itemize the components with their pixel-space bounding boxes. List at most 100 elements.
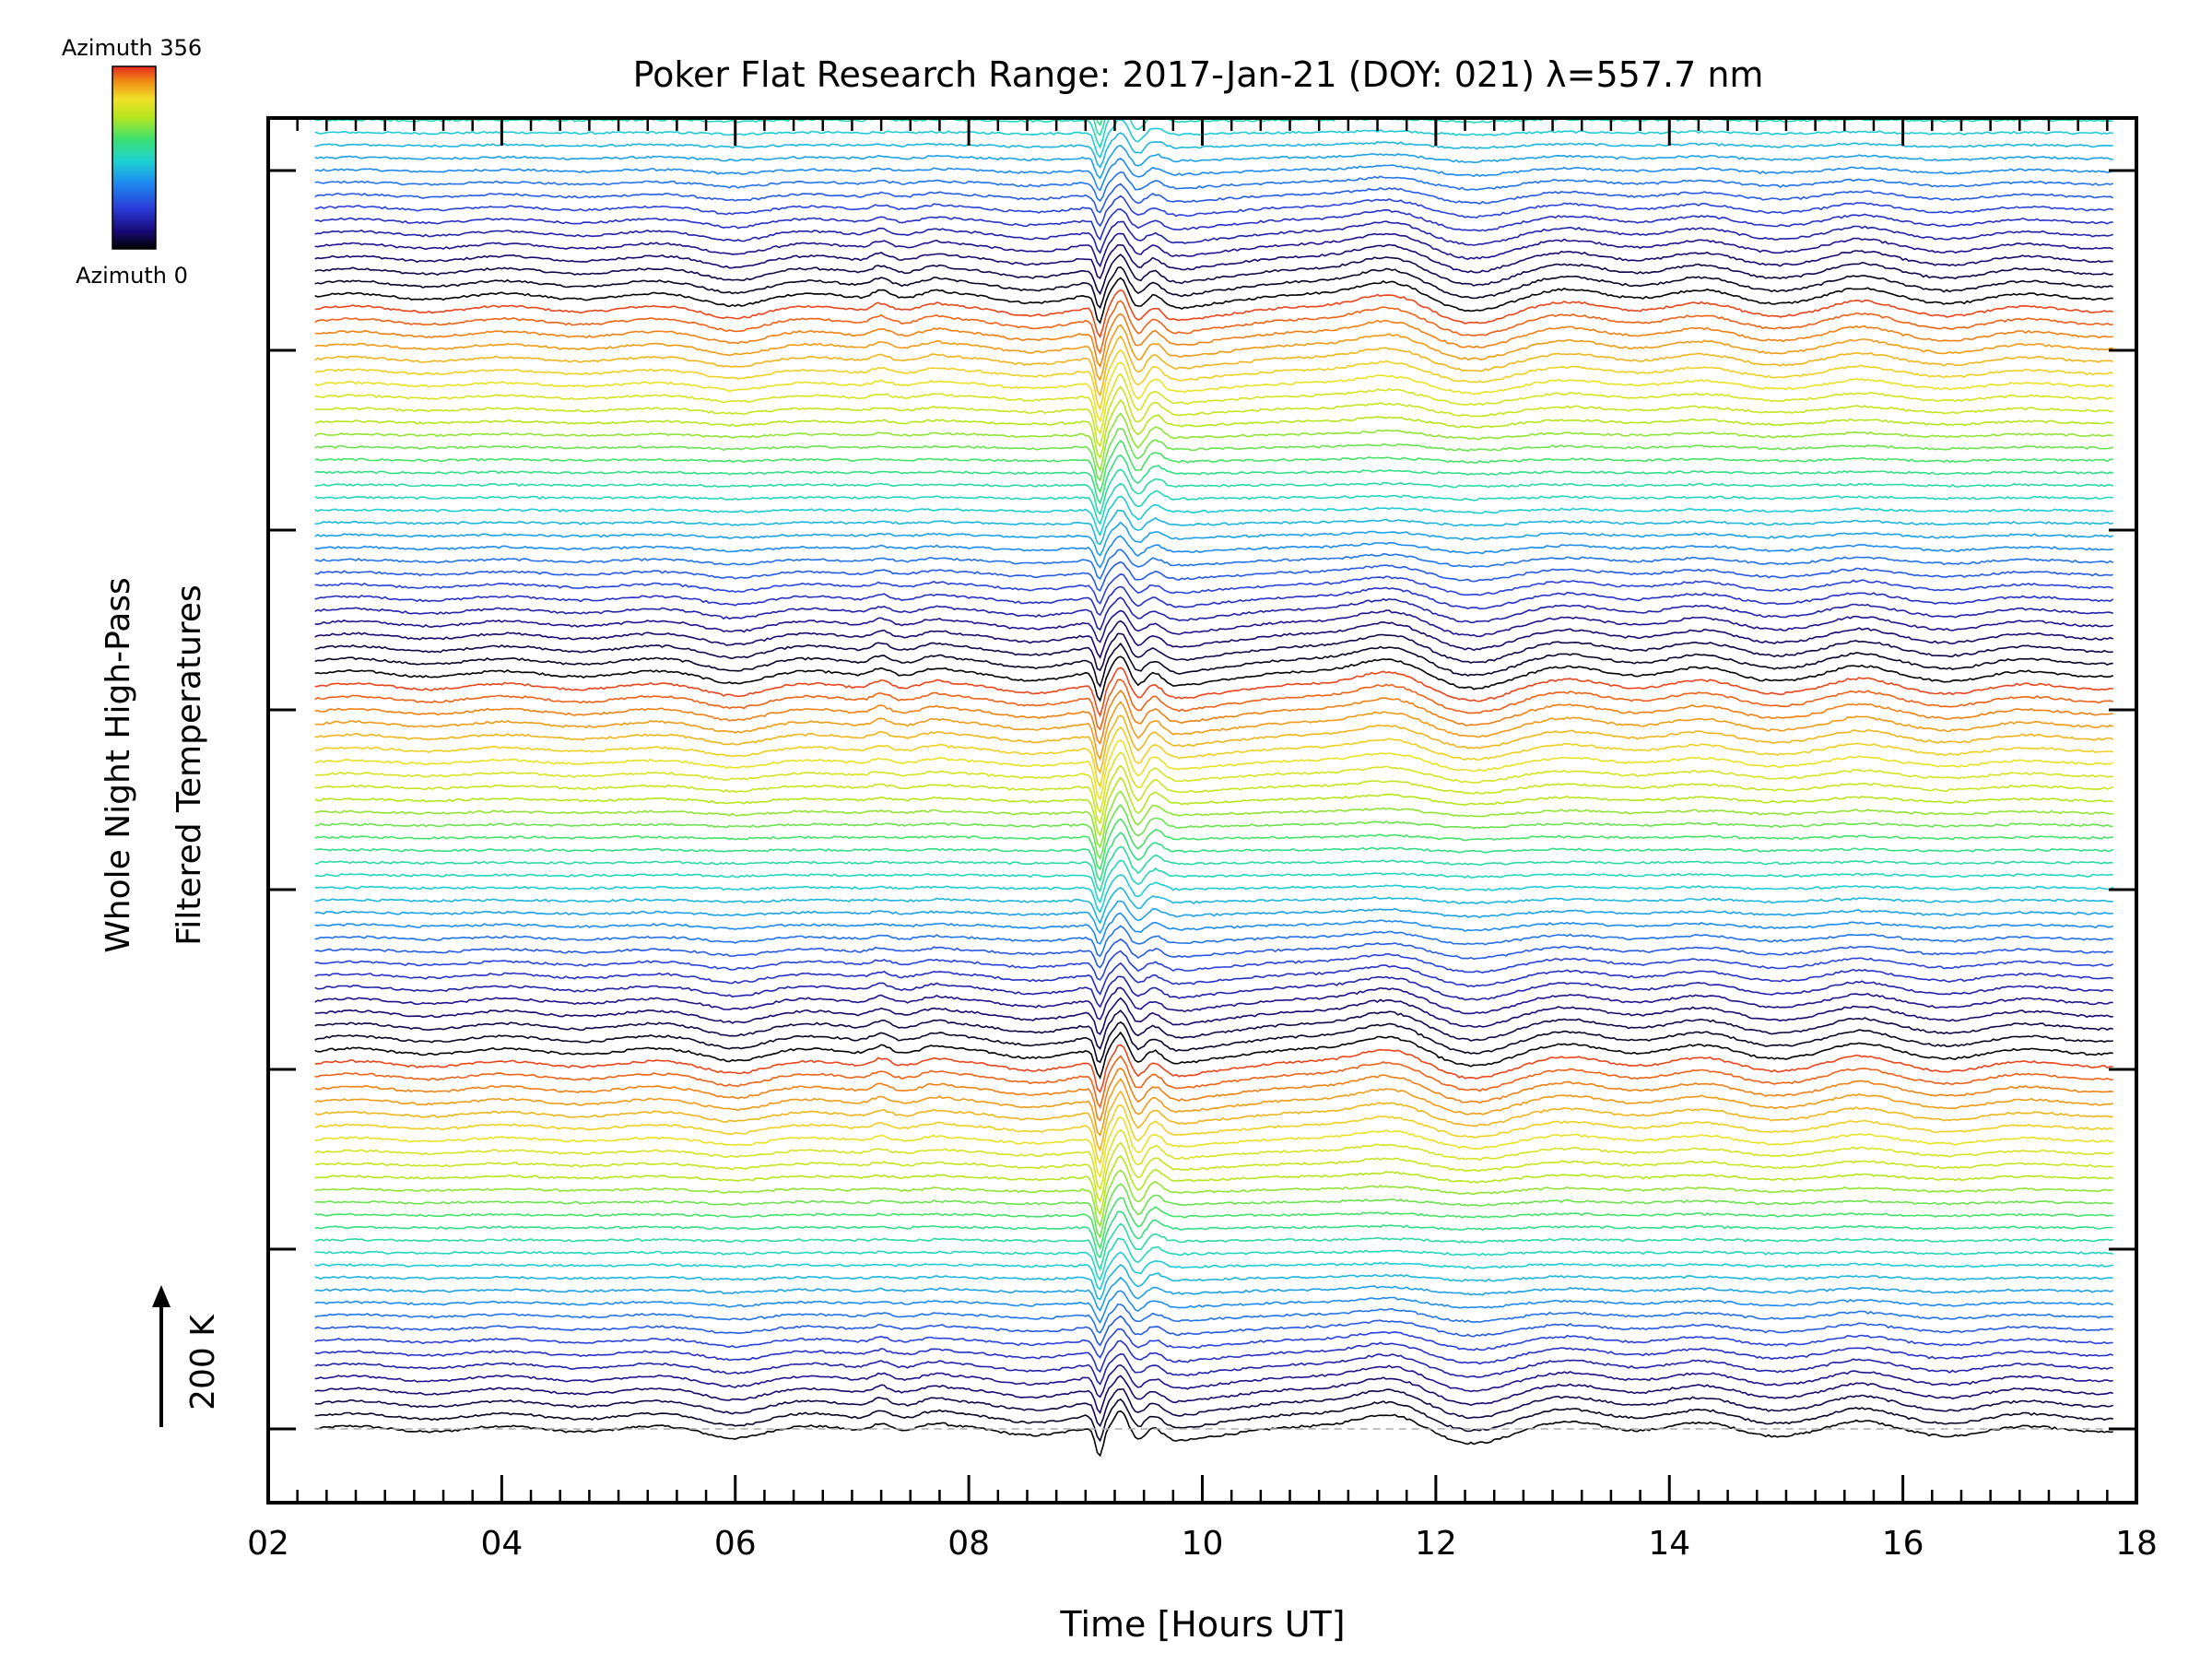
- trace-line: [314, 535, 2113, 569]
- trace-line: [314, 561, 2113, 592]
- trace-line: [314, 975, 2113, 1009]
- trace-line: [314, 439, 2113, 494]
- trace-group: [314, 0, 2114, 1457]
- trace-line: [314, 1315, 2113, 1347]
- trace-line: [314, 997, 2113, 1035]
- trace-line: [314, 1264, 2113, 1301]
- y-axis-label-line1: Whole Night High-Pass: [100, 577, 137, 953]
- trace-line: [314, 845, 2113, 893]
- trace-line: [314, 144, 2113, 180]
- trace-line: [314, 726, 2113, 789]
- trace-line: [314, 1169, 2113, 1229]
- trace-line: [314, 509, 2113, 546]
- trace-line: [314, 289, 2113, 339]
- trace-line: [314, 521, 2114, 557]
- trace-line: [314, 232, 2114, 268]
- trace-line: [314, 254, 2113, 296]
- trace-line: [314, 701, 2114, 761]
- trace-line: [314, 818, 2113, 871]
- trace-line: [314, 938, 2113, 969]
- trace-line: [314, 925, 2113, 958]
- trace-line: [314, 361, 2114, 423]
- chart-title: Poker Flat Research Range: 2017-Jan-21 (…: [633, 54, 1764, 95]
- x-tick-label: 08: [947, 1525, 990, 1563]
- trace-line: [314, 372, 2113, 436]
- x-tick-label: 12: [1415, 1525, 1457, 1563]
- x-tick-label: 14: [1648, 1525, 1690, 1563]
- y-axis-ticks: [268, 169, 2136, 1431]
- trace-line: [314, 632, 2113, 672]
- trace-line: [314, 454, 2114, 505]
- colorbar-top-label: Azimuth 356: [62, 35, 202, 61]
- trace-line: [314, 803, 2113, 861]
- trace-line: [314, 220, 2113, 254]
- trace-line: [314, 596, 2113, 631]
- trace-line: [314, 385, 2113, 448]
- scale-bar-label: 200 K: [184, 1314, 222, 1410]
- trace-line: [314, 620, 2114, 659]
- trace-line: [314, 171, 2114, 203]
- x-tick-label: 18: [2115, 1525, 2158, 1563]
- trace-line: [314, 1183, 2113, 1240]
- trace-line: [314, 324, 2113, 382]
- trace-line: [315, 0, 2113, 17]
- trace-line: [314, 1078, 2113, 1137]
- trace-line: [314, 859, 2113, 904]
- trace-line: [314, 667, 2113, 718]
- trace-line: [314, 398, 2113, 460]
- trace-line: [314, 195, 2113, 228]
- trace-line: [314, 335, 2113, 397]
- trace-line: [314, 1251, 2113, 1291]
- x-tick-label: 04: [480, 1525, 523, 1563]
- trace-line: [314, 764, 2113, 825]
- trace-line: [314, 1090, 2113, 1153]
- trace-line: [314, 1398, 2113, 1443]
- trace-line: [314, 468, 2114, 516]
- trace-line: [315, 0, 2113, 44]
- colorbar: Azimuth 356 Azimuth 0: [62, 35, 202, 289]
- trace-line: [314, 790, 2113, 849]
- trace-line: [314, 874, 2114, 914]
- scale-bar: 200 K: [152, 1285, 222, 1427]
- trace-line: [314, 962, 2113, 996]
- scale-bar-arrow-head: [152, 1285, 171, 1307]
- x-axis-ticks: 02 04 06 08 10 12 14 16 18: [247, 118, 2158, 1563]
- trace-line: [314, 1067, 2113, 1123]
- trace-line: [314, 1328, 2113, 1359]
- trace-line: [314, 1388, 2113, 1428]
- trace-line: [314, 1339, 2113, 1374]
- trace-line: [314, 243, 2113, 280]
- colorbar-bottom-label: Azimuth 0: [76, 263, 188, 289]
- trace-line: [314, 208, 2113, 242]
- trace-line: [314, 1222, 2113, 1272]
- trace-line: [315, 0, 2113, 58]
- trace-line: [314, 609, 2113, 643]
- trace-line: [314, 1009, 2113, 1050]
- trace-line: [314, 1103, 2113, 1166]
- trace-line: [314, 1352, 2113, 1386]
- trace-line: [314, 572, 2113, 605]
- x-tick-label: 02: [247, 1525, 289, 1563]
- trace-line: [314, 832, 2114, 882]
- x-tick-label: 10: [1182, 1525, 1224, 1563]
- trace-line: [314, 1237, 2113, 1281]
- trace-line: [314, 1210, 2113, 1259]
- trace-line: [314, 549, 2114, 581]
- trace-line: [314, 776, 2113, 838]
- x-tick-label: 16: [1882, 1525, 1924, 1563]
- trace-line: [314, 313, 2113, 369]
- trace-line: [314, 300, 2113, 355]
- trace-line: [314, 183, 2114, 214]
- y-axis-label-line2: Filtered Temperatures: [171, 584, 208, 946]
- trace-line: [314, 655, 2113, 702]
- trace-line: [314, 900, 2113, 935]
- trace-line: [314, 751, 2113, 815]
- trace-line: [314, 1410, 2113, 1457]
- trace-line: [314, 739, 2114, 802]
- trace-line: [314, 986, 2113, 1021]
- trace-line: [314, 277, 2113, 325]
- trace-line: [314, 1141, 2113, 1204]
- trace-line: [314, 495, 2113, 537]
